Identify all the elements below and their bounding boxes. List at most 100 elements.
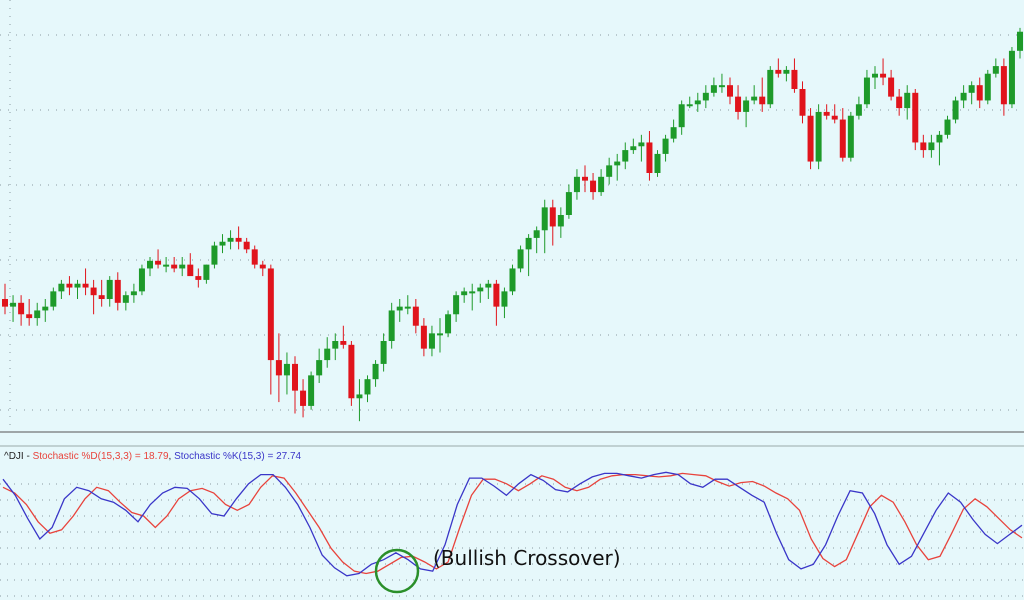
candle-body	[34, 310, 41, 319]
candle-body	[493, 283, 500, 307]
candle-body	[517, 249, 524, 269]
candle	[388, 302, 395, 349]
candle-body	[195, 276, 202, 280]
candle	[630, 138, 637, 154]
candle	[573, 169, 580, 200]
candle	[372, 360, 379, 387]
candle-body	[638, 142, 645, 147]
legend-k-label: Stochastic %K(15,3) = 27.74	[174, 451, 301, 462]
candle	[98, 279, 105, 307]
candle	[227, 230, 234, 250]
candle-body	[541, 207, 548, 231]
candle-body	[98, 295, 105, 299]
candle	[10, 295, 17, 322]
candle-body	[74, 283, 81, 288]
candle	[18, 295, 25, 326]
candle	[2, 283, 8, 315]
candle	[525, 234, 532, 277]
candle	[396, 299, 403, 322]
candle	[590, 173, 597, 200]
candle	[799, 81, 806, 124]
candle	[670, 119, 677, 143]
candle	[533, 226, 540, 254]
candle	[509, 264, 516, 296]
candle	[275, 333, 282, 403]
candle	[968, 81, 975, 105]
candle-body	[219, 241, 226, 246]
candle	[928, 134, 935, 158]
candle	[702, 85, 709, 109]
candle	[815, 104, 822, 170]
candle-body	[396, 306, 403, 311]
candle-body	[815, 111, 822, 162]
candle-body	[66, 283, 73, 288]
candle-body	[582, 176, 588, 181]
circle-highlight-icon	[374, 548, 420, 594]
candle	[187, 253, 194, 277]
candle	[42, 299, 49, 322]
candle-body	[767, 69, 774, 105]
candle-body	[912, 92, 919, 143]
candle	[461, 287, 468, 303]
candle-body	[428, 333, 435, 349]
candle	[155, 249, 162, 269]
candle	[904, 85, 911, 120]
candle	[855, 96, 862, 120]
candle	[565, 184, 572, 219]
candle-body	[477, 287, 484, 292]
candle	[66, 276, 73, 296]
candle	[944, 115, 951, 139]
candle-body	[743, 100, 750, 112]
candle-body	[590, 180, 597, 193]
candle-body	[662, 138, 669, 154]
candle	[380, 333, 387, 372]
candle-body	[509, 268, 516, 292]
candle	[235, 226, 242, 250]
candle-body	[42, 306, 49, 311]
candle-body	[82, 283, 89, 288]
candle-body	[114, 279, 121, 303]
legend-d-label: Stochastic %D(15,3,3) = 18.79	[33, 451, 169, 462]
candle	[863, 69, 870, 109]
candle-body	[573, 176, 580, 193]
candle	[437, 318, 443, 353]
candle-body	[710, 85, 717, 93]
candle-body	[1000, 66, 1007, 105]
candle	[888, 69, 895, 101]
candle-body	[275, 360, 282, 376]
candle	[582, 165, 588, 193]
candle-body	[533, 230, 540, 238]
candle-body	[549, 207, 556, 227]
candle-body	[751, 96, 758, 101]
candle	[549, 199, 556, 246]
candle	[122, 291, 129, 311]
candle	[283, 352, 290, 395]
candle	[896, 89, 903, 116]
candle-body	[211, 245, 218, 265]
candle	[743, 96, 750, 128]
candle-body	[847, 115, 854, 158]
candle	[847, 111, 854, 162]
candle	[501, 287, 508, 319]
candle	[638, 134, 645, 162]
candle-body	[50, 291, 57, 307]
candle-body	[976, 85, 983, 101]
candle-body	[292, 363, 298, 391]
candle	[727, 77, 733, 105]
candle-body	[138, 268, 145, 292]
candle-body	[968, 85, 975, 93]
candle	[356, 379, 363, 422]
candle	[992, 58, 999, 78]
candle	[308, 371, 315, 410]
candle-body	[807, 115, 814, 162]
candle-body	[678, 104, 685, 128]
candle-body	[18, 302, 25, 315]
candle-body	[525, 237, 532, 250]
candle-body	[372, 363, 379, 380]
candle-body	[872, 73, 878, 78]
candle-body	[243, 241, 250, 250]
candle-body	[106, 279, 113, 299]
